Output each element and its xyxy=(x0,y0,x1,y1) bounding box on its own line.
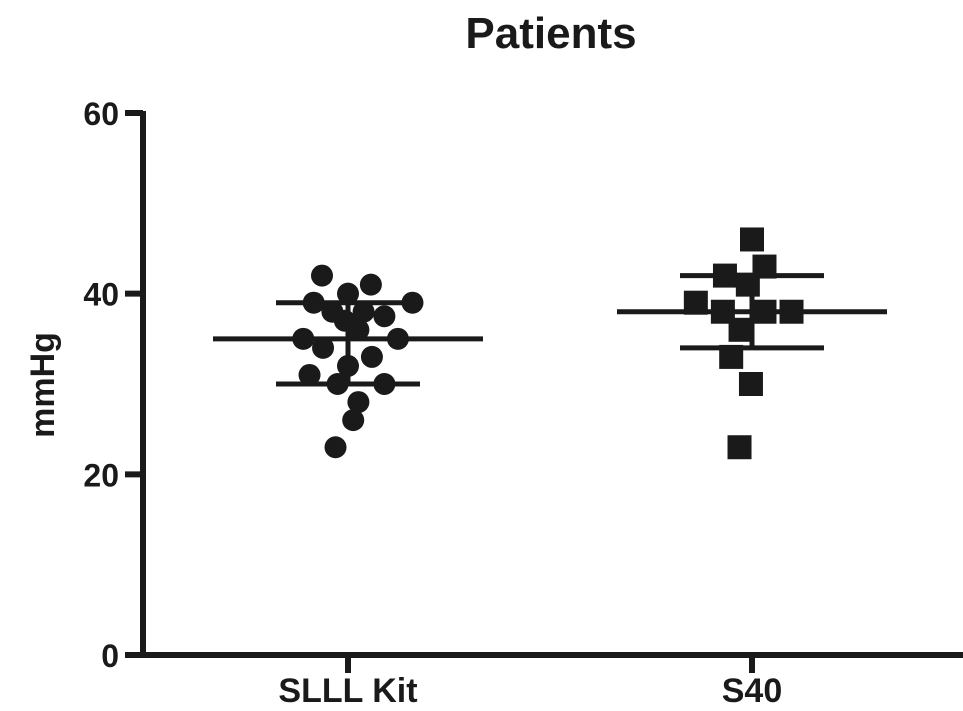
data-point xyxy=(740,227,764,252)
x-tick-label: SLLL Kit xyxy=(278,672,417,710)
data-point xyxy=(298,363,321,386)
data-point xyxy=(312,336,335,359)
data-point xyxy=(728,317,753,342)
data-point xyxy=(359,273,382,296)
data-point xyxy=(347,391,370,414)
data-point xyxy=(360,345,383,368)
data-point xyxy=(311,264,333,287)
axes xyxy=(140,111,963,658)
data-point xyxy=(347,318,370,341)
data-point xyxy=(352,300,375,323)
data-point xyxy=(342,409,365,432)
data-point xyxy=(324,436,347,459)
y-axis-label: mmHg xyxy=(24,332,62,438)
summary-lines xyxy=(213,273,887,387)
y-tick-label: 0 xyxy=(101,638,119,674)
y-ticks: 0 20 40 60 xyxy=(83,96,143,674)
chart-title: Patients xyxy=(465,9,636,58)
y-tick-label: 60 xyxy=(83,96,119,132)
y-tick-label: 40 xyxy=(83,277,119,313)
data-point xyxy=(337,282,359,305)
data-point xyxy=(727,435,752,460)
data-point xyxy=(738,372,763,396)
data-point xyxy=(373,305,396,328)
x-ticks: SLLL Kit S40 xyxy=(278,655,782,710)
y-tick-label: 20 xyxy=(83,457,119,493)
data-point xyxy=(752,254,777,279)
data-points xyxy=(292,227,804,460)
x-tick-label: S40 xyxy=(722,672,783,710)
